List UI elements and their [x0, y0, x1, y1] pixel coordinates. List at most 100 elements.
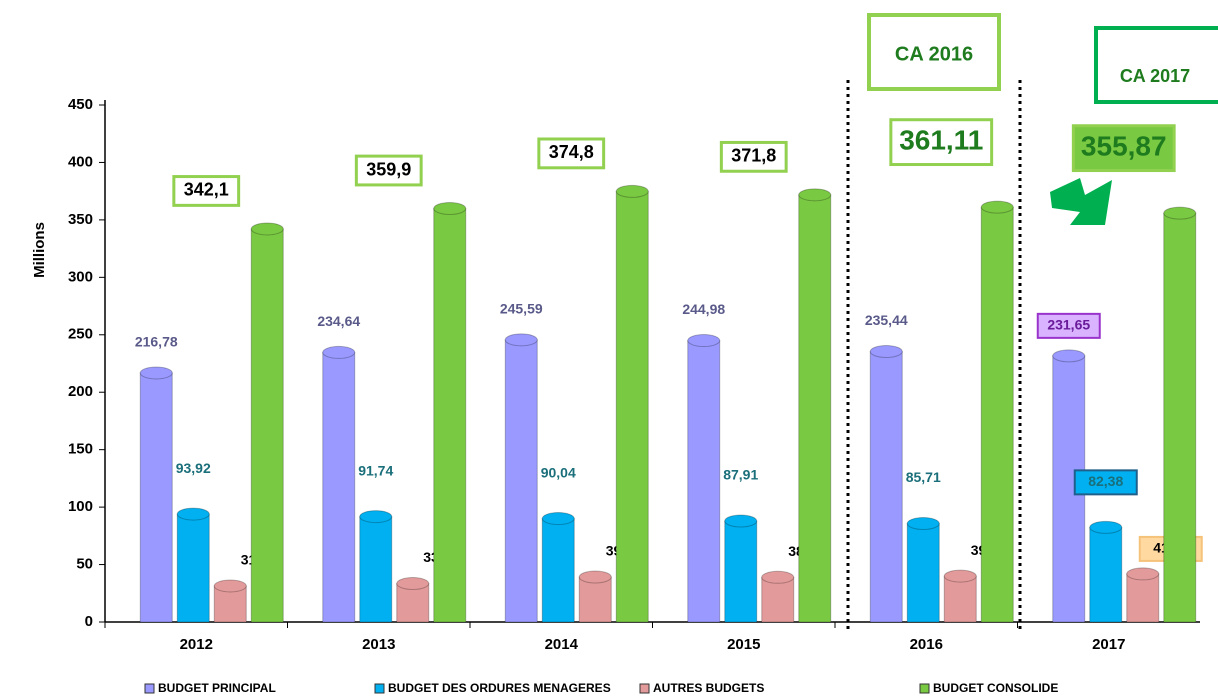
y-tick-label: 150	[68, 441, 93, 458]
bar-cap	[761, 570, 795, 584]
bar	[798, 194, 832, 623]
bar-cap	[1126, 567, 1160, 581]
value-label: 359,9	[366, 159, 411, 179]
bar	[906, 523, 940, 623]
value-label: 374,8	[549, 142, 594, 162]
label-box	[889, 118, 994, 167]
y-tick-label: 300	[68, 268, 93, 285]
bar	[869, 351, 903, 623]
y-tick-label: 250	[68, 326, 93, 343]
x-tick-label: 2013	[362, 636, 395, 653]
bar-cap	[687, 334, 721, 348]
bar-cap	[943, 569, 977, 583]
value-label: 87,91	[723, 467, 758, 483]
bar	[541, 518, 575, 623]
bar-cap	[1089, 520, 1123, 534]
annotation-box	[867, 13, 1001, 91]
bar-cap	[504, 333, 538, 347]
x-tick-label: 2017	[1092, 636, 1125, 653]
bar	[359, 516, 393, 623]
value-label: 85,71	[906, 469, 941, 485]
bar	[250, 228, 284, 623]
value-label: 231,65	[1047, 317, 1090, 333]
label-box	[1073, 469, 1138, 496]
bar	[980, 206, 1014, 623]
label-box	[1036, 312, 1101, 339]
bar	[943, 575, 977, 623]
legend-label: BUDGET DES ORDURES MENAGERES	[388, 681, 611, 695]
bar-cap	[359, 510, 393, 524]
x-tick-label: 2012	[180, 636, 213, 653]
bar	[724, 520, 758, 623]
bar	[615, 190, 649, 623]
value-label: 235,44	[865, 312, 908, 328]
y-tick-label: 350	[68, 211, 93, 228]
bar	[1126, 573, 1160, 623]
bar	[176, 513, 210, 623]
bar	[433, 208, 467, 623]
y-tick-label: 50	[76, 556, 93, 573]
value-label: 342,1	[184, 180, 229, 200]
label-box	[537, 137, 606, 170]
legend-label: BUDGET PRINCIPAL	[158, 681, 276, 695]
y-tick-label: 0	[85, 613, 93, 630]
bar-cap	[980, 200, 1014, 214]
bar-cap	[541, 512, 575, 526]
legend-swatch	[639, 683, 650, 694]
bar	[761, 576, 795, 623]
legend-label: AUTRES BUDGETS	[653, 681, 764, 695]
annotation: CA 2016	[895, 43, 973, 65]
bar	[504, 339, 538, 623]
x-tick-label: 2016	[910, 636, 943, 653]
arrow	[1050, 178, 1112, 225]
value-label: 361,11	[899, 125, 983, 156]
value-label: 245,59	[500, 301, 543, 317]
label-box	[172, 175, 241, 207]
value-label: 371,8	[731, 146, 776, 166]
bar-cap	[798, 188, 832, 202]
bar-cap	[176, 507, 210, 521]
x-tick-label: 2015	[727, 636, 760, 653]
value-label: 244,98	[682, 301, 725, 317]
bar-cap	[615, 184, 649, 198]
bar	[1089, 526, 1123, 623]
value-label: 91,74	[358, 462, 393, 478]
bar	[687, 340, 721, 623]
legend-swatch	[374, 683, 385, 694]
annotation: CA 2017	[1120, 66, 1190, 86]
bar-cap	[322, 345, 356, 359]
label-box	[719, 140, 788, 173]
y-axis-label: Millions	[31, 222, 48, 278]
bar-cap	[139, 366, 173, 380]
value-label: 216,78	[135, 334, 178, 350]
bar	[139, 372, 173, 623]
bar	[578, 576, 612, 623]
label-box	[1071, 124, 1176, 173]
bar-cap	[1163, 206, 1197, 220]
bar-cap	[578, 570, 612, 584]
bar-cap	[1052, 349, 1086, 363]
bar	[1163, 212, 1197, 623]
y-tick-label: 200	[68, 383, 93, 400]
bar-cap	[724, 514, 758, 528]
value-label: 90,04	[541, 464, 576, 480]
y-tick-label: 400	[68, 153, 93, 170]
x-tick-label: 2014	[545, 636, 579, 653]
y-tick-label: 450	[68, 96, 93, 113]
bar-cap	[213, 579, 247, 593]
bar	[322, 351, 356, 623]
y-tick-label: 100	[68, 498, 93, 515]
bar-cap	[869, 345, 903, 359]
legend-swatch	[919, 683, 930, 694]
bar-cap	[396, 577, 430, 591]
legend-swatch	[144, 683, 155, 694]
value-label: 234,64	[317, 313, 360, 329]
label-box	[354, 154, 423, 187]
bar-cap	[906, 517, 940, 531]
value-label: 355,87	[1081, 131, 1167, 162]
value-label: 82,38	[1088, 473, 1123, 489]
value-label: 93,92	[176, 460, 211, 476]
annotation-box	[1094, 26, 1218, 104]
legend-label: BUDGET CONSOLIDE	[933, 681, 1058, 695]
